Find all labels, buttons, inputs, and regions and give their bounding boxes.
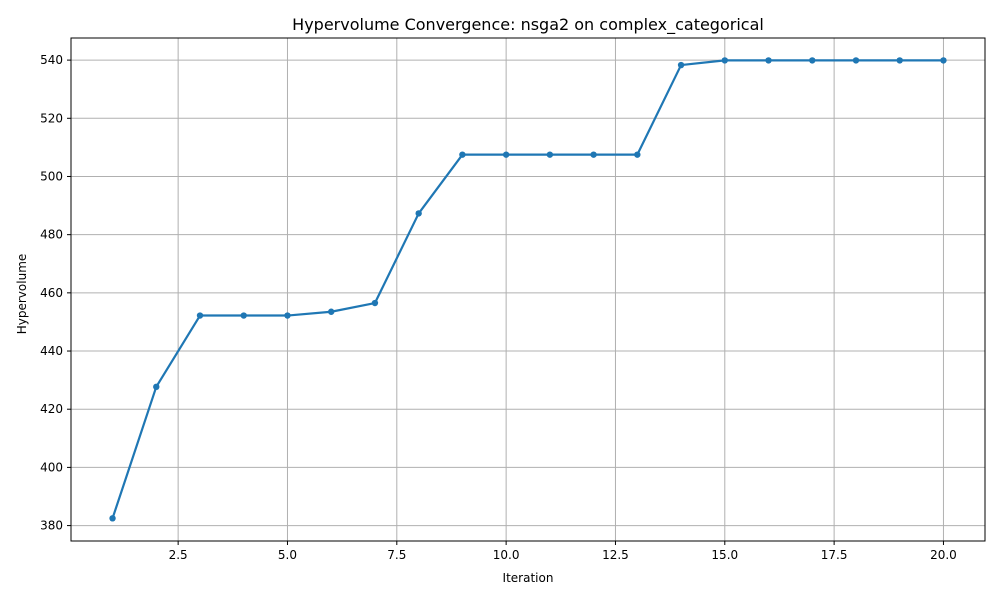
data-point [765,57,772,64]
y-tick-label: 520 [40,111,63,125]
data-point [721,57,728,64]
data-point [240,312,247,319]
chart-title: Hypervolume Convergence: nsga2 on comple… [292,15,764,35]
series-line [111,59,944,519]
x-tick-label: 7.5 [387,548,406,562]
data-point [546,151,554,158]
data-point [634,151,641,158]
y-tick-label: 440 [40,344,63,358]
plot-frame [70,37,986,542]
data-point [809,57,816,64]
data-point [371,299,379,307]
data-point [153,383,160,391]
ticks: 2.5 5.0 7.5 10.0 12.5 15.0 17.5 20.0 380 400 420 44… [40,53,957,562]
data-point [677,61,685,69]
data-point [109,515,116,522]
data-point [196,312,204,319]
data-point [852,57,860,64]
grid [71,38,985,541]
x-tick-label: 12.5 [602,548,629,562]
data-point [896,57,903,64]
y-axis-label: Hypervolume [15,254,29,335]
data-point [502,151,510,158]
data-point [415,210,422,217]
x-tick-label: 20.0 [930,548,957,562]
x-tick-label: 2.5 [169,548,188,562]
x-tick-label: 15.0 [711,548,738,562]
y-tick-label: 400 [40,460,63,474]
data-point [940,57,947,64]
data-point [284,312,291,319]
data-point [590,151,597,158]
y-tick-label: 500 [40,169,63,183]
x-tick-label: 10.0 [493,548,520,562]
data-point [459,151,466,158]
series [109,57,947,522]
y-tick-label: 420 [40,402,63,416]
x-tick-label: 17.5 [821,548,848,562]
data-point [328,308,335,315]
y-tick-label: 480 [40,228,63,242]
y-tick-label: 460 [40,286,63,300]
y-tick-label: 380 [40,519,63,533]
x-axis-label: Iteration [503,571,554,585]
y-tick-label: 540 [40,53,63,67]
x-tick-label: 5.0 [278,548,297,562]
